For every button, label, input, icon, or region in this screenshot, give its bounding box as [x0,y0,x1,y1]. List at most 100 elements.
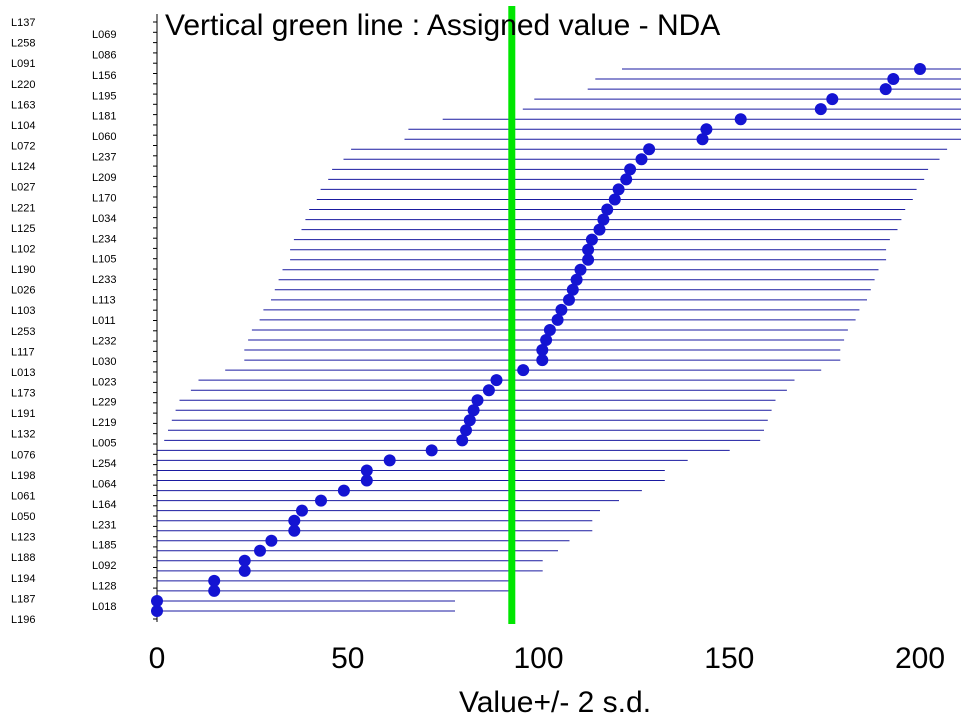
data-point [208,574,221,587]
lab-label: L092 [92,560,116,572]
x-axis-label: Value+/- 2 s.d. [459,686,651,719]
lab-label: L128 [92,581,116,593]
data-point [543,324,556,336]
lab-label: L191 [11,408,35,420]
data-point [555,303,568,316]
data-points [151,63,926,617]
data-point [238,564,251,577]
lab-label: L253 [11,326,35,338]
data-point [585,233,598,246]
lab-label: L076 [11,449,35,461]
lab-label: L060 [92,131,116,143]
data-point [643,143,656,156]
data-point [608,193,621,206]
lab-label: L196 [11,614,35,626]
data-point [471,394,484,407]
data-point [151,605,163,617]
data-point [879,83,892,96]
x-tick-label: 50 [331,642,364,675]
lab-label: L105 [92,254,116,266]
lab-label: L229 [92,397,116,409]
lab-label: L125 [11,223,35,235]
lab-label: L195 [92,90,116,102]
data-point [383,454,396,467]
lab-label: L187 [11,593,35,605]
lab-label: L209 [92,172,116,184]
data-point [238,554,251,567]
data-point [288,514,301,527]
lab-label: L194 [11,573,35,585]
chart-title: Vertical green line : Assigned value - N… [165,9,720,42]
data-point [624,163,637,176]
data-point [734,113,747,126]
x-axis-tick-labels: 0 50 100 150 200 [149,642,945,675]
data-point [635,153,648,166]
data-point [887,73,900,85]
lab-label: L254 [92,458,116,470]
data-point [490,374,503,387]
data-point [151,595,163,607]
lab-label: L104 [11,120,35,132]
lab-label: L219 [92,417,116,429]
lab-label: L156 [92,70,116,82]
data-point [593,223,606,236]
x-tick-label: 150 [704,642,754,675]
lab-label: L163 [11,99,35,111]
data-point [551,313,564,326]
data-point [540,334,553,346]
data-point [467,404,480,417]
lab-label: L234 [92,233,116,245]
data-point [566,283,579,296]
data-point [208,584,221,597]
data-point [563,293,575,306]
lab-label: L132 [11,429,35,441]
lab-label: L198 [11,470,35,482]
lab-label: L113 [92,295,116,307]
lab-label: L072 [11,141,35,153]
data-point [582,243,595,256]
lab-label: L181 [92,111,116,123]
lab-label: L123 [11,532,35,544]
lab-label: L232 [92,335,116,347]
data-point [914,63,926,75]
lab-label: L013 [11,367,35,379]
data-point [360,474,373,487]
lab-label: L170 [92,192,116,204]
x-tick-label: 200 [895,642,945,675]
lab-label: L233 [92,274,116,286]
data-point [254,544,266,557]
lab-label: L005 [92,438,116,450]
lab-label: L034 [92,213,116,225]
lab-label: L091 [11,58,35,70]
data-point [620,173,633,186]
lab-label: L185 [92,540,116,552]
data-point [826,93,839,106]
lab-label: L117 [11,346,35,358]
lab-label: L188 [11,552,35,564]
lab-label: L173 [11,388,35,400]
data-point [536,354,549,367]
lab-label: L026 [11,285,35,297]
data-point [360,464,373,477]
data-point [570,273,583,286]
data-point [337,484,350,497]
data-point [517,364,530,377]
lab-label: L069 [92,29,116,41]
lab-label: L061 [11,491,35,503]
lab-labels-right: L069 L086 L156 L195 L181 L060 L237 L209 L170 L034… [92,29,116,613]
data-point [582,253,595,266]
y-axis-ticks [153,21,157,620]
data-point [482,384,495,397]
lab-label: L023 [92,376,116,388]
lab-label: L086 [92,49,116,61]
data-point [601,203,614,216]
x-tick-label: 0 [149,642,166,675]
lab-label: L030 [92,356,116,368]
data-point [265,534,278,547]
lab-label: L018 [92,601,116,613]
data-point [814,103,827,116]
data-point [456,434,469,447]
data-point [536,344,549,356]
data-point [463,414,476,427]
